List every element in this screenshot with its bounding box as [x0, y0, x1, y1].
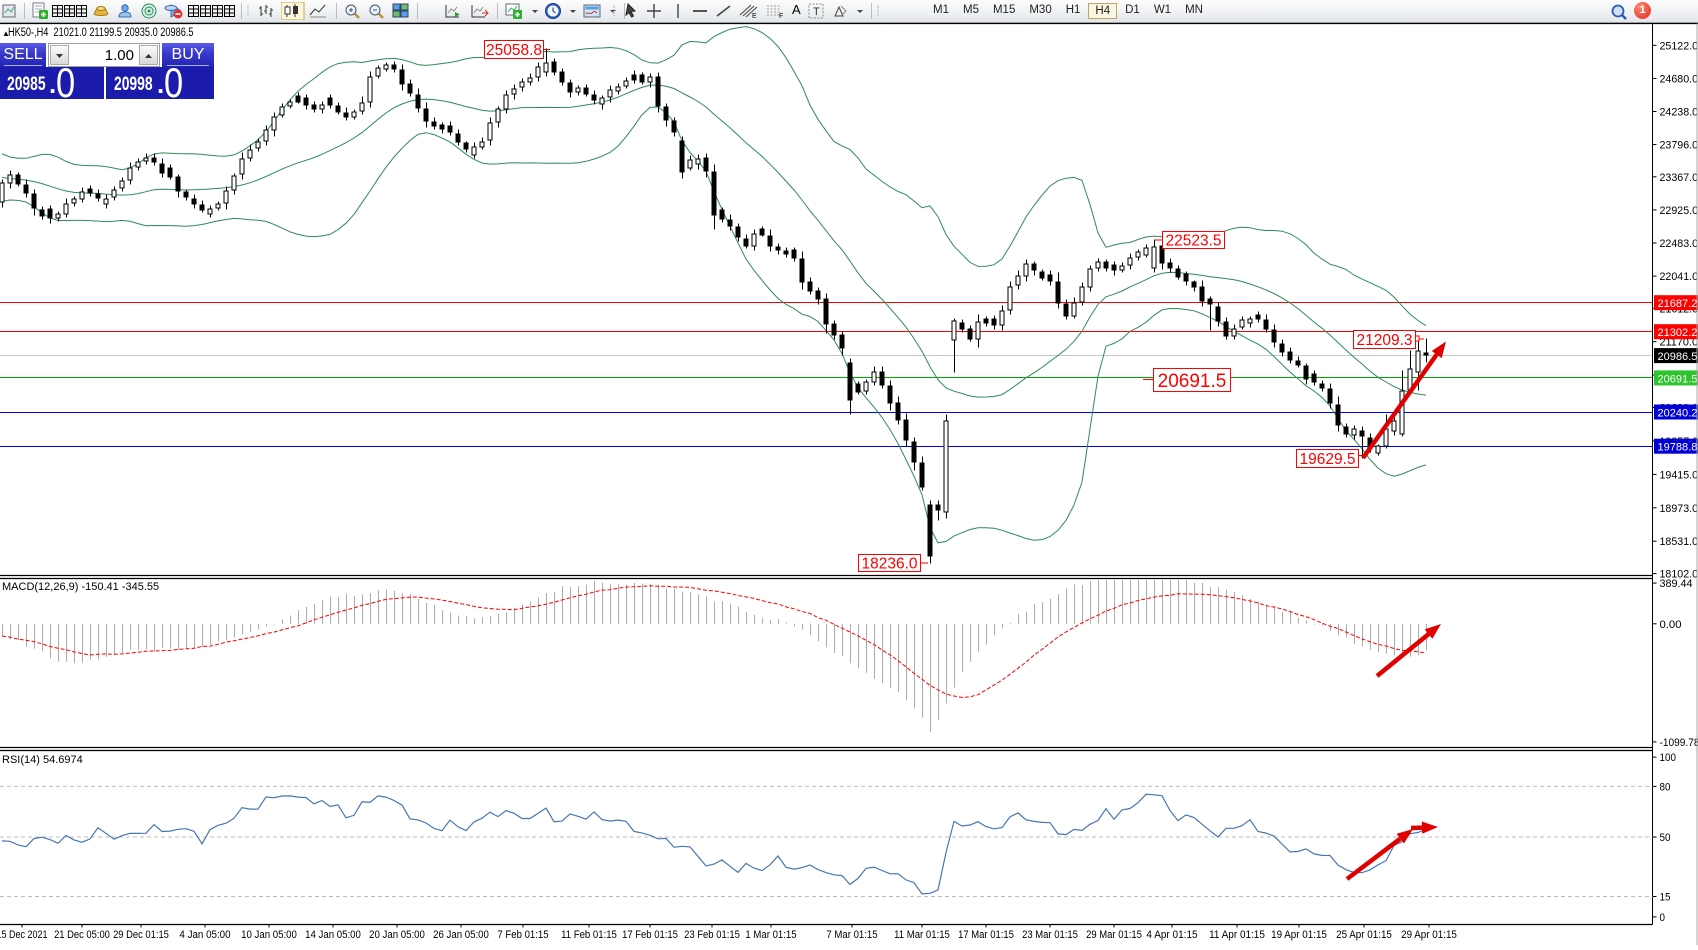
svg-text:21302.2: 21302.2 — [1658, 327, 1698, 339]
svg-text:22925.0: 22925.0 — [1660, 205, 1698, 217]
svg-text:E: E — [752, 13, 757, 20]
svg-text:25122.0: 25122.0 — [1660, 40, 1698, 52]
svg-text:17 Feb 01:15: 17 Feb 01:15 — [622, 929, 678, 941]
svg-text:21 Dec 05:00: 21 Dec 05:00 — [54, 929, 110, 941]
svg-text:29 Dec 01:15: 29 Dec 01:15 — [113, 929, 169, 941]
svg-text:T: T — [813, 6, 820, 18]
svg-text:MACD(12,26,9) -150.41 -345.55: MACD(12,26,9) -150.41 -345.55 — [2, 581, 159, 593]
svg-text:10 Jan 05:00: 10 Jan 05:00 — [241, 929, 297, 941]
svg-text:23796.0: 23796.0 — [1660, 140, 1698, 152]
svg-text:22041.0: 22041.0 — [1660, 271, 1698, 283]
svg-text:15 Dec 2021: 15 Dec 2021 — [0, 929, 48, 941]
svg-text:RSI(14) 54.6974: RSI(14) 54.6974 — [2, 754, 83, 766]
svg-text:22483.0: 22483.0 — [1660, 238, 1698, 250]
svg-text:20691.5: 20691.5 — [1658, 373, 1698, 385]
svg-text:21209.3: 21209.3 — [1356, 332, 1412, 349]
svg-text:24238.0: 24238.0 — [1660, 107, 1698, 119]
svg-text:23 Feb 01:15: 23 Feb 01:15 — [684, 929, 740, 941]
svg-text:20691.5: 20691.5 — [1158, 371, 1227, 392]
svg-text:11 Mar 01:15: 11 Mar 01:15 — [894, 929, 950, 941]
svg-text:18973.0: 18973.0 — [1660, 503, 1698, 515]
svg-text:22523.5: 22523.5 — [1165, 233, 1221, 250]
svg-text:18236.0: 18236.0 — [861, 556, 917, 573]
svg-text:29 Apr 01:15: 29 Apr 01:15 — [1401, 929, 1457, 941]
svg-text:11 Apr 01:15: 11 Apr 01:15 — [1209, 929, 1265, 941]
svg-text:0.00: 0.00 — [1660, 619, 1682, 631]
svg-text:19629.5: 19629.5 — [1299, 451, 1355, 468]
svg-text:7 Mar 01:15: 7 Mar 01:15 — [826, 929, 877, 941]
svg-text:11 Feb 01:15: 11 Feb 01:15 — [561, 929, 617, 941]
svg-text:17 Mar 01:15: 17 Mar 01:15 — [958, 929, 1014, 941]
svg-text:7 Feb 01:15: 7 Feb 01:15 — [497, 929, 548, 941]
svg-text:25 Apr 01:15: 25 Apr 01:15 — [1336, 929, 1392, 941]
svg-text:14 Jan 05:00: 14 Jan 05:00 — [305, 929, 361, 941]
svg-text:20986.5: 20986.5 — [1658, 351, 1698, 363]
svg-text:4 Apr 01:15: 4 Apr 01:15 — [1146, 929, 1197, 941]
svg-text:80: 80 — [1660, 781, 1671, 793]
svg-text:20240.2: 20240.2 — [1658, 408, 1698, 420]
svg-text:-1099.78: -1099.78 — [1660, 737, 1698, 749]
svg-text:100: 100 — [1660, 752, 1677, 764]
svg-text:24680.0: 24680.0 — [1660, 73, 1698, 85]
svg-text:23367.0: 23367.0 — [1660, 172, 1698, 184]
svg-text:21687.2: 21687.2 — [1658, 298, 1698, 310]
svg-text:0: 0 — [1660, 912, 1666, 924]
svg-text:15: 15 — [1660, 892, 1671, 904]
svg-text:26 Jan 05:00: 26 Jan 05:00 — [433, 929, 489, 941]
svg-text:19788.8: 19788.8 — [1658, 442, 1698, 454]
svg-text:50: 50 — [1660, 832, 1671, 844]
svg-text:20 Jan 05:00: 20 Jan 05:00 — [369, 929, 425, 941]
svg-text:F: F — [779, 13, 783, 20]
svg-text:389.44: 389.44 — [1660, 578, 1693, 590]
svg-text:19415.0: 19415.0 — [1660, 469, 1698, 481]
svg-text:1 Mar 01:15: 1 Mar 01:15 — [745, 929, 796, 941]
svg-text:29 Mar 01:15: 29 Mar 01:15 — [1086, 929, 1142, 941]
svg-text:18531.0: 18531.0 — [1660, 536, 1698, 548]
svg-text:23 Mar 01:15: 23 Mar 01:15 — [1022, 929, 1078, 941]
svg-text:19 Apr 01:15: 19 Apr 01:15 — [1271, 929, 1327, 941]
svg-text:4 Jan 05:00: 4 Jan 05:00 — [179, 929, 230, 941]
svg-text:25058.8: 25058.8 — [486, 42, 542, 59]
